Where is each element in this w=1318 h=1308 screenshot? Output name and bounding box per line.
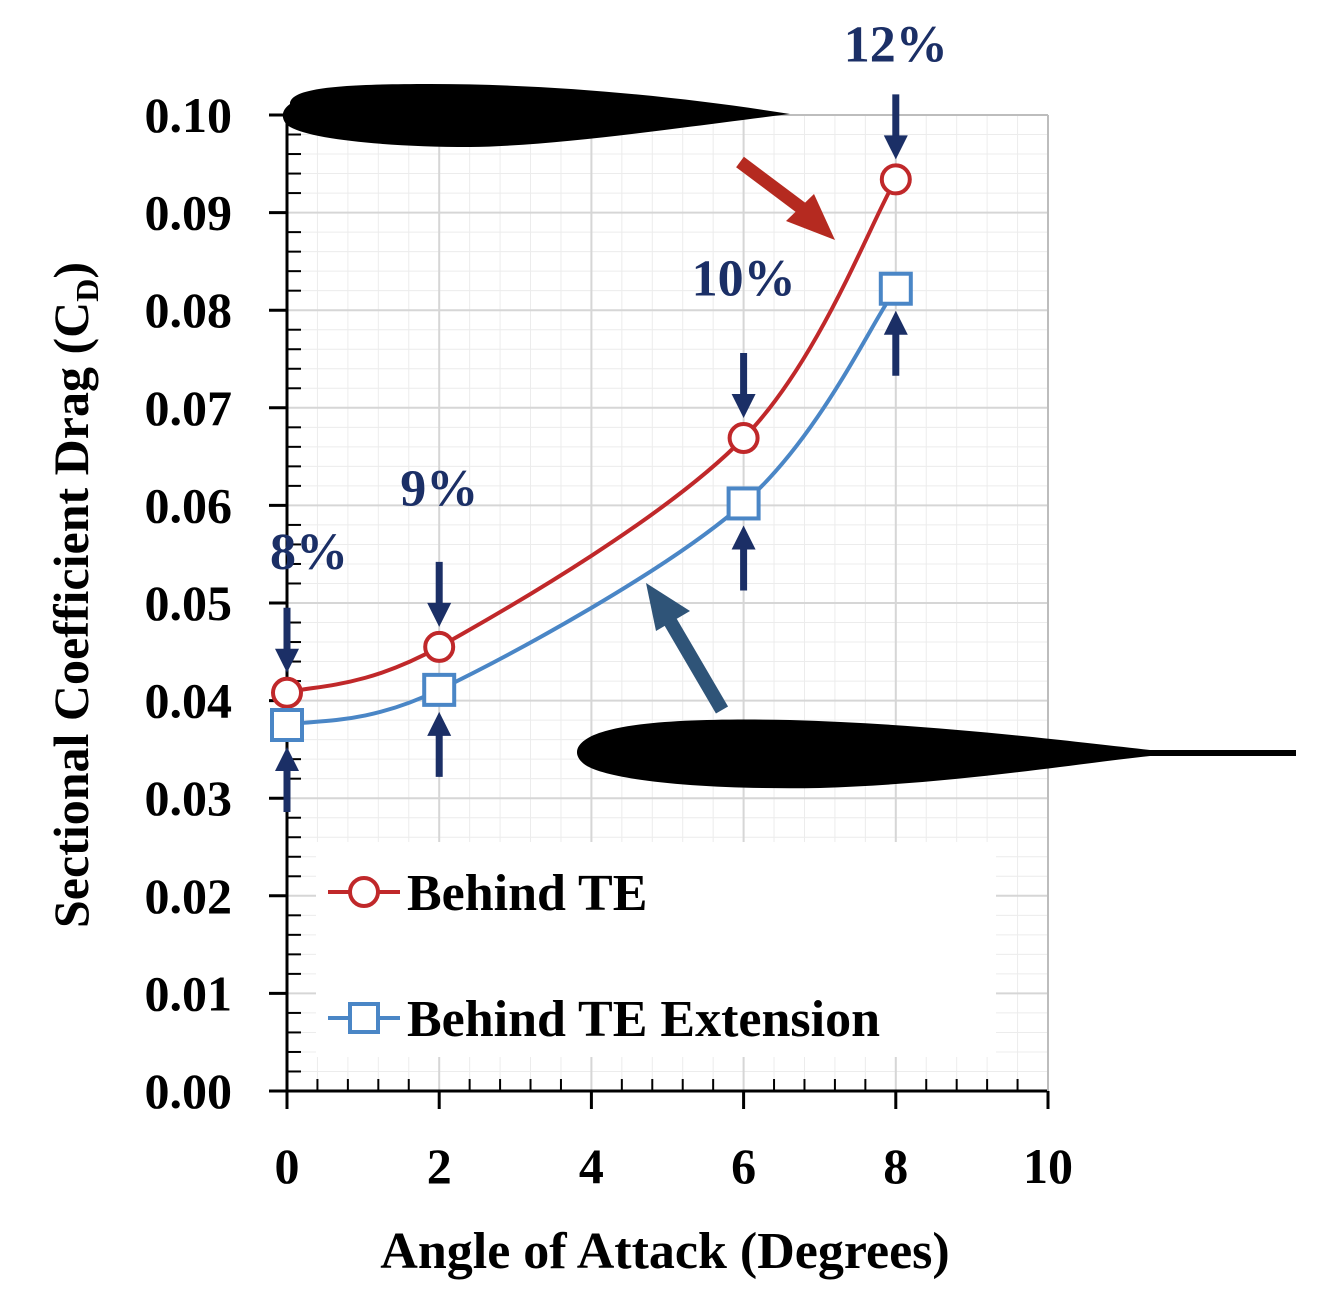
y-axis-title-subscript: D — [69, 279, 105, 302]
x-tick-label: 0 — [275, 1138, 300, 1194]
percentage-label: 10% — [692, 251, 796, 308]
legend-box — [316, 842, 996, 1057]
data-point-circle — [271, 676, 303, 709]
data-point-circle — [727, 422, 760, 455]
y-tick-label: 0.01 — [145, 965, 233, 1021]
data-point-square — [422, 672, 457, 707]
up-arrow-head — [731, 525, 756, 550]
legend-label-behind-te-extension: Behind TE Extension — [407, 991, 880, 1048]
legend-marker-circle — [348, 876, 380, 908]
x-tick-label: 2 — [427, 1138, 452, 1194]
legend-entry-behind-te-extension: Behind TE Extension — [328, 991, 880, 1048]
up-arrow-head — [275, 747, 299, 771]
data-point-circle — [879, 163, 912, 196]
y-axis-title-end: ) — [43, 262, 99, 279]
percentage-label: 12% — [844, 16, 948, 73]
y-tick-label: 0.03 — [145, 770, 233, 826]
data-point-square — [878, 271, 913, 306]
tick-labels: 0.00 0.01 0.02 0.03 0.04 0.05 0.06 0.07 0.08 0.09… — [145, 87, 1074, 1194]
legend-label-behind-te: Behind TE — [407, 865, 647, 922]
down-arrow-head — [427, 602, 452, 627]
airfoil-silhouette-extended — [576, 719, 1296, 789]
y-tick-label: 0.00 — [145, 1063, 233, 1119]
y-tick-label: 0.10 — [145, 87, 233, 143]
blue-pointer-arrow — [646, 583, 729, 714]
data-point-square — [726, 486, 761, 521]
data-point-square — [270, 708, 304, 742]
x-tick-label: 10 — [1023, 1138, 1073, 1194]
percentage-label: 8% — [270, 524, 348, 581]
airfoil-silhouette-top — [282, 84, 790, 147]
up-arrow-head — [883, 310, 908, 335]
x-tick-label: 4 — [579, 1138, 604, 1194]
y-tick-label: 0.08 — [145, 282, 233, 338]
up-arrow-head — [427, 711, 452, 736]
series-line-behind-te — [286, 178, 898, 695]
y-axis-title: Sectional Coefficient Drag (CD) — [43, 262, 105, 928]
y-tick-label: 0.05 — [145, 575, 233, 631]
series-line-behind-te-extension — [286, 287, 898, 727]
y-tick-label: 0.06 — [145, 477, 233, 533]
percentage-label: 9% — [400, 460, 478, 517]
legend-marker-square — [348, 1002, 380, 1034]
x-tick-label: 8 — [883, 1138, 908, 1194]
down-arrow-head — [275, 648, 299, 673]
y-tick-label: 0.09 — [145, 185, 233, 241]
y-tick-label: 0.07 — [145, 380, 233, 436]
y-tick-label: 0.04 — [145, 673, 233, 729]
down-arrow-head — [883, 135, 908, 160]
x-tick-label: 6 — [731, 1138, 756, 1194]
legend-entry-behind-te: Behind TE — [328, 865, 647, 922]
data-series — [270, 163, 913, 742]
percentage-annotations: 8% 9% 10% 12% — [270, 16, 948, 812]
x-axis-title: Angle of Attack (Degrees) — [380, 1223, 949, 1280]
y-tick-label: 0.02 — [145, 868, 233, 924]
data-point-circle — [423, 630, 456, 663]
red-pointer-arrow — [736, 156, 835, 240]
y-axis-title-main: Sectional Coefficient Drag (C — [43, 302, 99, 928]
down-arrow-head — [731, 394, 756, 419]
